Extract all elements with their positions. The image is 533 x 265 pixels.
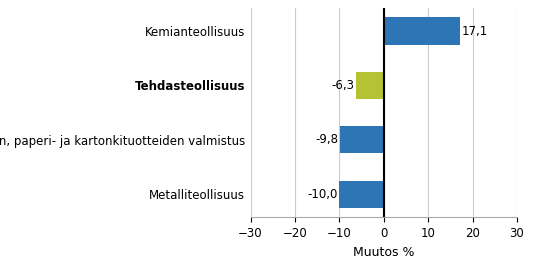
Text: -6,3: -6,3 (331, 79, 354, 92)
Bar (384, 17, 459, 45)
Text: -10,0: -10,0 (307, 188, 337, 201)
Text: 17,1: 17,1 (462, 25, 488, 38)
Text: -9,8: -9,8 (316, 133, 338, 146)
X-axis label: Muutos %: Muutos % (353, 246, 415, 259)
Bar (340, 126, 384, 153)
Bar (356, 72, 384, 99)
Bar (340, 180, 384, 208)
